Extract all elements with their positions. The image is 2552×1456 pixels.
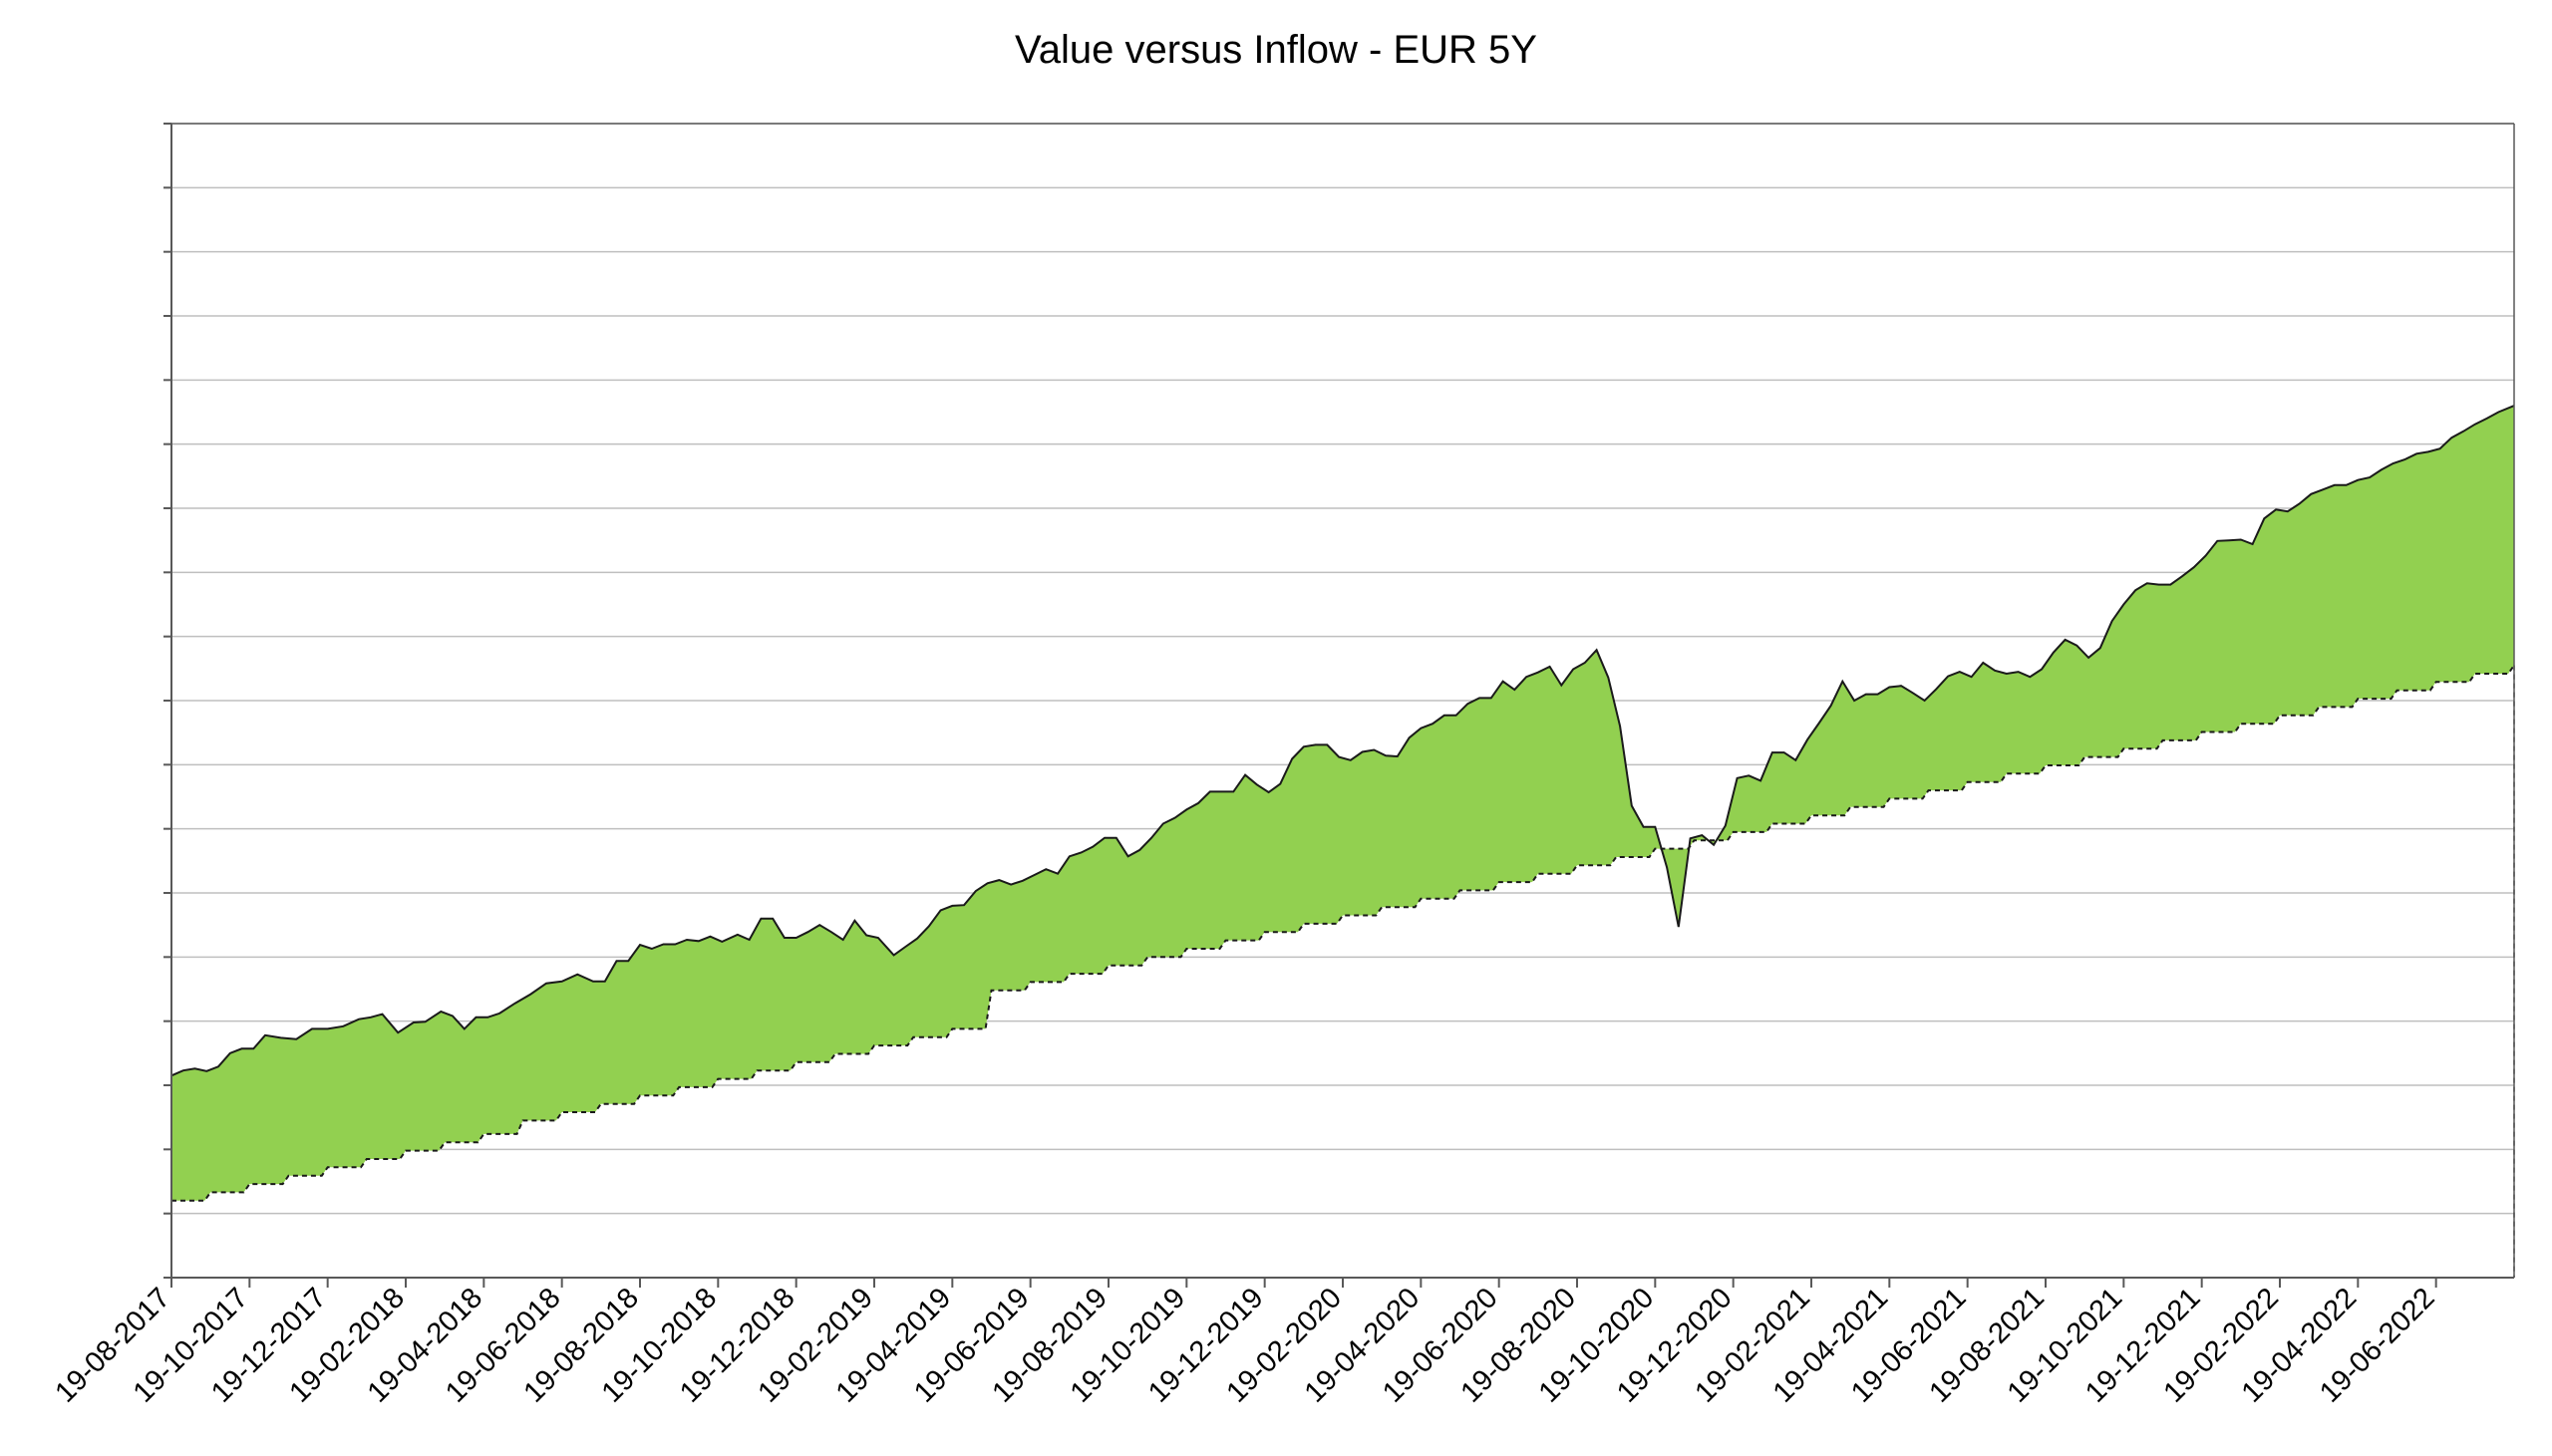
value-fill xyxy=(171,406,2514,1201)
x-axis-ticks: 19-08-201719-10-201719-12-201719-02-2018… xyxy=(49,1278,2441,1409)
value-line xyxy=(170,405,2515,1077)
value-area xyxy=(170,405,2515,1278)
inflow-line xyxy=(171,665,2515,1202)
chart-title: Value versus Inflow - EUR 5Y xyxy=(1015,28,1537,72)
